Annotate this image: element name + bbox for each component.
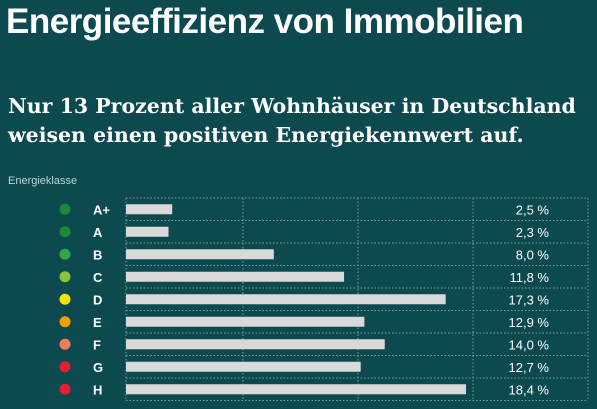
value-label: 2,3 % <box>516 225 550 240</box>
value-label: 2,5 % <box>516 202 550 217</box>
energy-class-dot-H <box>59 383 71 395</box>
bar-F <box>126 339 385 350</box>
value-label: 11,8 % <box>509 270 549 285</box>
value-label: 12,9 % <box>509 315 550 330</box>
bar-E <box>126 316 365 327</box>
bar-C <box>126 271 345 282</box>
energy-class-dot-E <box>59 316 71 328</box>
category-label: H <box>93 382 102 397</box>
value-label: 8,0 % <box>516 247 550 262</box>
category-label: B <box>93 247 102 262</box>
energy-class-dot-F <box>59 338 71 350</box>
bar-H <box>126 384 467 395</box>
legend-title: Energieklasse <box>8 175 78 187</box>
value-label: 18,4 % <box>509 382 550 397</box>
energy-class-dot-G <box>59 361 71 373</box>
value-label: 12,7 % <box>509 360 550 375</box>
energy-class-dot-A+ <box>59 203 71 215</box>
page-subtitle: Nur 13 Prozent aller Wohnhäuser in Deuts… <box>8 94 576 147</box>
energy-class-dot-A <box>59 226 71 238</box>
energy-class-dot-C <box>59 271 71 283</box>
bar-A <box>126 226 169 237</box>
category-label: A <box>93 225 103 240</box>
bar-G <box>126 361 361 372</box>
page-title: Energieeffizienz von Immobilien <box>6 2 524 41</box>
bar-A+ <box>126 204 173 215</box>
category-label: F <box>93 337 101 352</box>
category-label: D <box>93 292 102 307</box>
bar-B <box>126 249 274 260</box>
category-label: A+ <box>93 202 110 217</box>
value-label: 14,0 % <box>509 337 550 352</box>
bar-D <box>126 294 446 305</box>
energy-class-dot-D <box>59 293 71 305</box>
value-label: 17,3 % <box>509 292 550 307</box>
category-label: G <box>93 360 103 375</box>
category-label: E <box>93 315 102 330</box>
energy-class-dot-B <box>59 248 71 260</box>
category-label: C <box>93 270 103 285</box>
